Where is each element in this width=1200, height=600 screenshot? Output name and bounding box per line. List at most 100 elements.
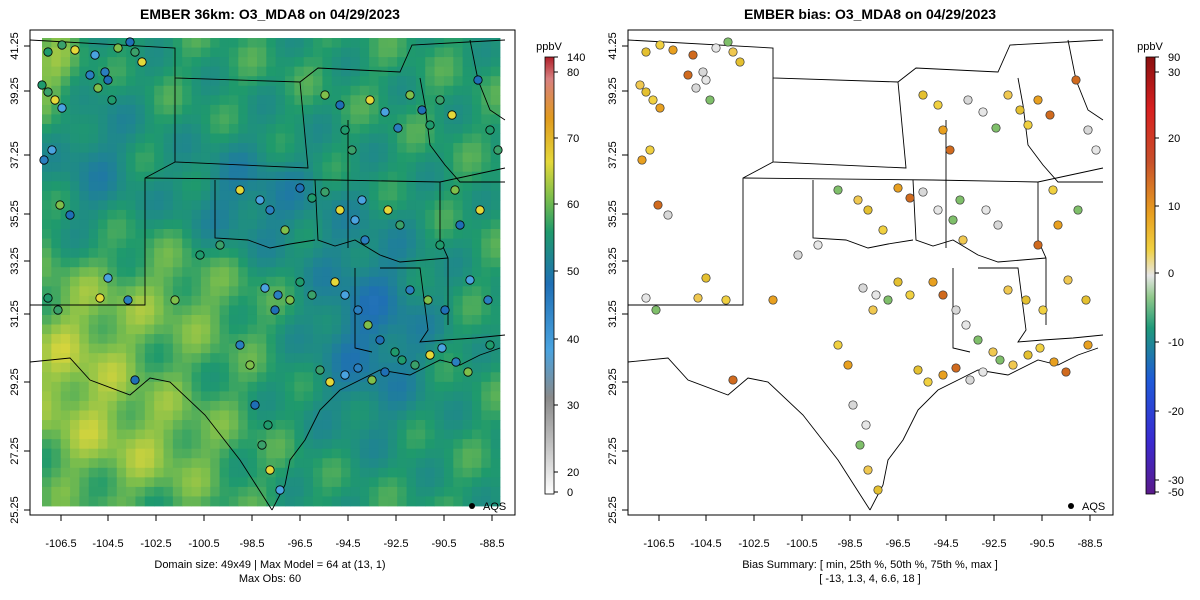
heatmap-cell [172, 391, 183, 402]
heatmap-cell [163, 343, 174, 354]
heatmap-cell [256, 123, 267, 134]
heatmap-cell [434, 496, 445, 507]
heatmap-cell [359, 229, 370, 239]
heatmap-cell [51, 343, 62, 354]
heatmap-cell [397, 143, 407, 154]
heatmap-cell [154, 47, 164, 58]
heatmap-cell [228, 458, 239, 469]
heatmap-cell [443, 458, 454, 469]
heatmap-cell [378, 123, 389, 134]
heatmap-cell [378, 114, 389, 125]
heatmap-cell [70, 114, 80, 125]
heatmap-cell [341, 448, 351, 459]
heatmap-cell [275, 324, 286, 335]
heatmap-cell [210, 57, 220, 68]
heatmap-cell [154, 171, 164, 182]
heatmap-cell [369, 305, 379, 316]
heatmap-cell [116, 66, 127, 77]
heatmap-cell [285, 343, 295, 354]
heatmap-cell [219, 324, 230, 335]
heatmap-cell [154, 305, 164, 316]
heatmap-cell [135, 181, 146, 192]
state-boundary [627, 357, 871, 511]
heatmap-cell [116, 324, 127, 335]
heatmap-cell [369, 439, 379, 450]
heatmap-cell [359, 381, 370, 392]
heatmap-cell [462, 123, 473, 134]
heatmap-cell [191, 238, 202, 249]
heatmap-cell [387, 458, 398, 469]
heatmap-cell [238, 114, 249, 125]
heatmap-cell [443, 257, 454, 268]
left-obs-marker [393, 123, 403, 133]
heatmap-cell [210, 477, 220, 488]
heatmap-cell [228, 276, 239, 287]
heatmap-cell [163, 257, 174, 268]
heatmap-cell [200, 257, 211, 268]
heatmap-cell [238, 190, 249, 201]
heatmap-cell [163, 391, 174, 402]
heatmap-cell [200, 38, 211, 48]
heatmap-cell [434, 353, 445, 364]
heatmap-cell [266, 95, 277, 106]
right-x-tick-label: -100.5 [786, 538, 817, 550]
heatmap-cell [144, 66, 155, 77]
heatmap-cell [313, 76, 323, 87]
heatmap-cell [415, 467, 426, 478]
heatmap-cell [210, 400, 220, 411]
heatmap-cell [210, 305, 220, 316]
heatmap-cell [182, 420, 192, 430]
heatmap-cell [172, 123, 183, 134]
right-bias-marker [635, 80, 645, 90]
heatmap-cell [200, 362, 211, 373]
heatmap-cell [294, 420, 305, 430]
left-obs-marker [367, 375, 377, 385]
heatmap-cell [387, 410, 398, 421]
right-y-tick-label: 41.25 [607, 32, 619, 60]
heatmap-cell [98, 95, 108, 106]
heatmap-cell [182, 123, 192, 134]
heatmap-cell [331, 190, 342, 201]
heatmap-cell [331, 133, 342, 144]
heatmap-cell [88, 334, 99, 345]
heatmap-cell [79, 429, 90, 440]
left-obs-marker [350, 215, 360, 225]
right-bias-marker [995, 355, 1005, 365]
heatmap-cell [238, 57, 249, 68]
right-bias-marker [1081, 295, 1091, 305]
heatmap-cell [322, 248, 333, 259]
heatmap-cell [294, 143, 305, 154]
heatmap-cell [60, 143, 71, 154]
heatmap-cell [481, 181, 492, 192]
heatmap-cell [116, 381, 127, 392]
heatmap-cell [490, 295, 501, 306]
heatmap-cell [51, 496, 62, 507]
heatmap-cell [294, 200, 305, 211]
heatmap-cell [378, 477, 389, 488]
heatmap-cell [481, 381, 492, 392]
heatmap-cell [88, 38, 99, 48]
heatmap-cell [275, 381, 286, 392]
heatmap-cell [228, 104, 239, 115]
heatmap-cell [126, 123, 136, 134]
heatmap-cell [88, 305, 99, 316]
heatmap-cell [331, 248, 342, 259]
left-y-tick-label: 41.25 [9, 32, 21, 60]
heatmap-cell [154, 143, 164, 154]
heatmap-cell [79, 181, 90, 192]
heatmap-cell [387, 114, 398, 125]
heatmap-cell [42, 209, 52, 220]
heatmap-cell [275, 85, 286, 96]
heatmap-cell [154, 343, 164, 354]
right-bias-marker [641, 47, 651, 57]
heatmap-cell [490, 324, 501, 335]
heatmap-cell [322, 143, 333, 154]
left-obs-marker [473, 75, 483, 85]
heatmap-cell [275, 248, 286, 259]
heatmap-cell [154, 114, 164, 125]
heatmap-cell [60, 420, 71, 430]
heatmap-cell [406, 334, 417, 345]
heatmap-cell [200, 171, 211, 182]
heatmap-cell [313, 448, 323, 459]
heatmap-cell [406, 276, 417, 287]
